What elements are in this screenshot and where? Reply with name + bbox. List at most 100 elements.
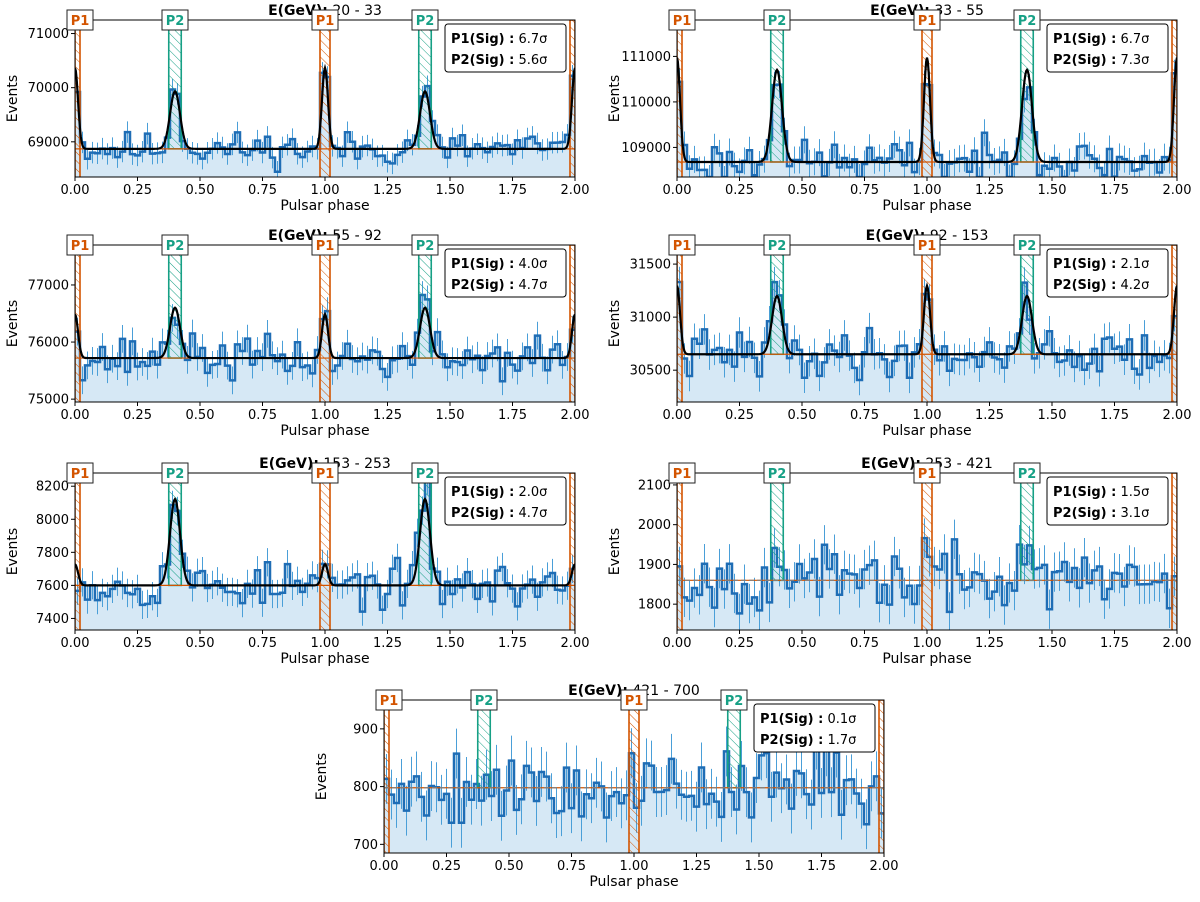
x-tick-label: 1.50 [1038,636,1067,651]
y-tick-label: 111000 [621,50,671,65]
phaseogram-panel-2: 0.00 0.25 0.50 0.75 1.00 1.25 1.50 1.75 2.00 1090… [607,3,1191,214]
x-tick-label: 1.50 [436,408,465,423]
p2-window [417,245,433,359]
x-tick-label: 0.50 [186,636,215,651]
fit-curve [677,282,1177,356]
plot-area [677,20,1177,177]
x-tick-label: 1.75 [807,859,836,874]
x-tick-label: 1.25 [975,636,1004,651]
svg-text:P1: P1 [673,467,692,482]
x-tick-label: 0.25 [123,636,152,651]
x-tick-label: 1.50 [745,859,774,874]
x-tick-label: 1.25 [975,408,1004,423]
y-tick-label: 7400 [36,612,69,627]
x-tick-label: 2.00 [1163,183,1192,198]
svg-text:P2: P2 [725,694,744,709]
p1-tag: P1 [66,462,94,484]
y-tick-label: 69000 [28,135,69,150]
x-tick-label: 0.50 [788,183,817,198]
svg-text:P2: P2 [166,467,185,482]
y-axis-label: Events [607,528,623,575]
p1-tag: P1 [913,234,941,256]
y-axis-label: Events [607,75,623,122]
p1-tag: P1 [375,689,403,711]
p2-window [167,20,183,150]
p1-significance: P1(Sig) : 6.7σ [1053,32,1149,47]
plot-area [75,473,575,630]
p2-window [476,700,492,789]
phaseogram-panel-7: 0.00 0.25 0.50 0.75 1.00 1.25 1.50 1.75 2.00 700 8… [314,683,898,890]
svg-text:P2: P2 [1018,467,1037,482]
x-tick-label: 1.25 [373,636,402,651]
x-tick-label: 1.75 [1100,636,1129,651]
svg-text:P2: P2 [768,14,787,29]
x-tick-label: 1.75 [1100,408,1129,423]
plot-area [75,245,575,402]
fit-curve [75,497,575,587]
svg-text:P1: P1 [71,467,90,482]
p2-tag: P2 [1013,234,1041,256]
y-tick-label: 800 [353,780,378,795]
svg-text:P2: P2 [416,239,435,254]
x-tick-label: 1.00 [913,408,942,423]
x-tick-label: 0.25 [725,183,754,198]
y-tick-label: 7600 [36,579,69,594]
plot-area [677,245,1177,402]
x-tick-label: 0.25 [123,408,152,423]
panel-title: E(GeV): 33 - 55 [870,3,984,19]
x-tick-label: 0.25 [725,636,754,651]
svg-text:P1: P1 [673,239,692,254]
x-axis-label: Pulsar phase [280,198,369,214]
p1-significance: P1(Sig) : 2.1σ [1053,257,1149,272]
significance-box: P1(Sig) : 0.1σ P2(Sig) : 1.7σ [753,703,876,753]
p1-tag: P1 [311,462,339,484]
significance-box: P1(Sig) : 4.0σ P2(Sig) : 4.7σ [444,248,567,298]
plot-area [384,700,884,853]
y-tick-label: 31500 [630,258,671,273]
y-tick-label: 7800 [36,546,69,561]
p1-window [319,245,331,402]
fit-curve [75,306,575,360]
x-tick-label: 1.75 [1100,183,1129,198]
x-tick-label: 1.50 [436,636,465,651]
p1-tag: P1 [668,234,696,256]
y-tick-label: 1800 [638,598,671,613]
p2-window [769,245,785,356]
p1-window [677,245,683,402]
x-tick-label: 0.00 [370,859,399,874]
x-tick-label: 1.25 [682,859,711,874]
x-tick-label: 0.25 [123,183,152,198]
svg-text:P1: P1 [71,239,90,254]
p2-window [1019,473,1035,582]
p1-significance: P1(Sig) : 0.1σ [760,712,856,727]
fit-curve [677,57,1177,164]
p1-significance: P1(Sig) : 4.0σ [451,257,547,272]
phaseogram-panel-1: 0.00 0.25 0.50 0.75 1.00 1.25 1.50 1.75 2.00 6900… [5,3,589,214]
svg-text:P1: P1 [918,467,937,482]
x-axis-label: Pulsar phase [882,198,971,214]
phaseogram-panel-6: 0.00 0.25 0.50 0.75 1.00 1.25 1.50 1.75 2.00 1800… [607,456,1191,667]
x-tick-label: 1.00 [311,183,340,198]
x-tick-label: 1.75 [498,636,527,651]
y-tick-label: 2000 [638,518,671,533]
svg-text:P2: P2 [475,694,494,709]
y-tick-label: 1900 [638,558,671,573]
significance-box: P1(Sig) : 2.1σ P2(Sig) : 4.2σ [1046,248,1169,298]
svg-text:P2: P2 [166,239,185,254]
p2-window [769,473,785,582]
fit-curve [75,63,575,150]
x-tick-label: 0.75 [850,636,879,651]
x-tick-label: 0.00 [663,408,692,423]
y-axis-label: Events [5,528,21,575]
p2-tag: P2 [1013,462,1041,484]
p1-significance: P1(Sig) : 6.7σ [451,32,547,47]
x-tick-label: 0.50 [788,408,817,423]
p1-window [1171,473,1177,630]
p2-significance: P2(Sig) : 7.3σ [1053,53,1149,68]
p2-significance: P2(Sig) : 5.6σ [451,53,547,68]
y-tick-label: 75000 [28,393,69,408]
p1-significance: P1(Sig) : 1.5σ [1053,485,1149,500]
p1-significance: P1(Sig) : 2.0σ [451,485,547,500]
svg-text:P1: P1 [380,694,399,709]
p1-tag: P1 [668,462,696,484]
